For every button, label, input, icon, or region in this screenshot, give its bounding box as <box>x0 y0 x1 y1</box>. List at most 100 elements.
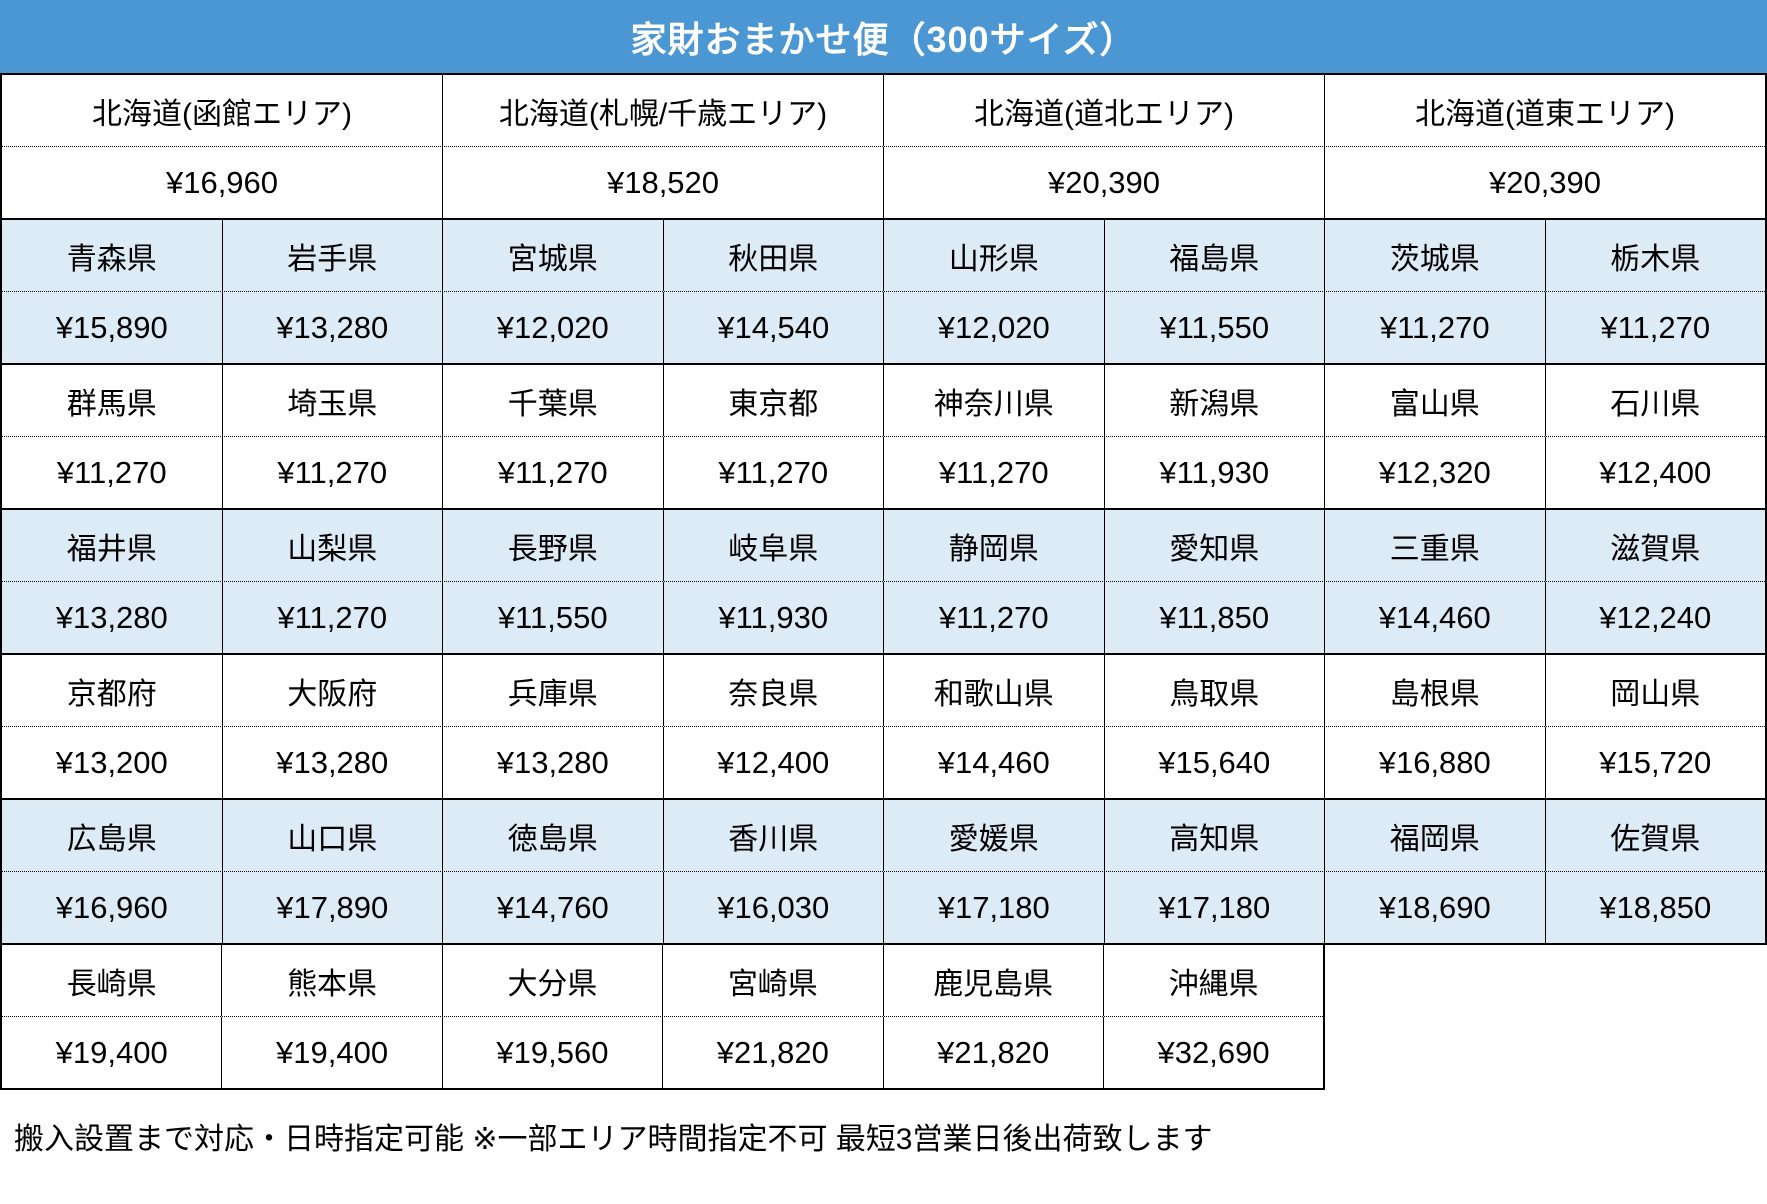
area-name-cell: 北海道(函館エリア) <box>2 75 443 146</box>
names-row: 北海道(函館エリア) 北海道(札幌/千歳エリア) 北海道(道北エリア) 北海道(道東エ… <box>2 75 1765 147</box>
names-row: 京都府 大阪府 兵庫県 奈良県 和歌山県 鳥取県 島根県 岡山県 <box>2 655 1765 727</box>
prefecture-price-cell: ¥14,540 <box>664 292 884 363</box>
prefecture-name-cell: 山口県 <box>223 800 443 871</box>
prefecture-name-cell: 滋賀県 <box>1610 532 1701 566</box>
prefecture-name-cell: 愛媛県 <box>884 800 1105 871</box>
prefecture-price-cell: ¥21,820 <box>884 1017 1104 1088</box>
prefecture-price-cell: ¥11,270 <box>884 582 1105 653</box>
names-row: 長崎県 熊本県 大分県 宮崎県 鹿児島県 沖縄県 <box>2 945 1324 1017</box>
prefecture-name-cell: 長野県 <box>443 510 664 581</box>
prefecture-name-cell: 静岡県 <box>884 510 1105 581</box>
prefecture-name-cell: 東京都 <box>664 365 884 436</box>
prefecture-price-cell: ¥19,560 <box>443 1017 664 1088</box>
prefecture-name-cell: 宮城県 <box>443 220 664 291</box>
prefecture-name-cell: 福岡県 <box>1325 800 1546 871</box>
prefecture-name-cell: 徳島県 <box>443 800 664 871</box>
prefecture-name-cell: 山形県 <box>884 220 1105 291</box>
prefecture-name-cell: 岡山県 <box>1610 677 1701 711</box>
prefecture-price-cell: ¥13,280 <box>443 727 664 798</box>
prefecture-name-cell: 鳥取県 <box>1105 655 1325 726</box>
names-row: 青森県 岩手県 宮城県 秋田県 山形県 福島県 茨城県 栃木県 <box>2 220 1765 292</box>
prefecture-price-cell: ¥11,550 <box>443 582 664 653</box>
table-title: 家財おまかせ便（300サイズ） <box>630 18 1137 60</box>
prefecture-name-cell: 栃木県 <box>1610 242 1701 276</box>
prefecture-name-cell: 香川県 <box>664 800 884 871</box>
prefecture-price-cell: ¥12,020 <box>884 292 1105 363</box>
prefecture-price-cell: ¥13,280 <box>2 582 223 653</box>
prefecture-price-cell: ¥14,760 <box>443 872 664 943</box>
prefecture-name-cell: 高知県 <box>1105 800 1325 871</box>
prefecture-name-cell: 京都府 <box>2 655 223 726</box>
prefecture-price-cell: ¥11,270 <box>1600 309 1711 345</box>
prefecture-price-cell: ¥11,270 <box>223 437 443 508</box>
price-table: 家財おまかせ便（300サイズ） 北海道(函館エリア) 北海道(札幌/千歳エリア) 北… <box>0 0 1767 1156</box>
prefecture-name-cell: 奈良県 <box>664 655 884 726</box>
area-price-cell: ¥18,520 <box>443 147 884 218</box>
table-row-group: 京都府 大阪府 兵庫県 奈良県 和歌山県 鳥取県 島根県 岡山県 ¥13,200 ¥13,280 ¥… <box>0 655 1767 800</box>
prefecture-name-cell: 岐阜県 <box>664 510 884 581</box>
prefecture-name-cell: 青森県 <box>2 220 223 291</box>
prefecture-price-cell: ¥21,820 <box>663 1017 884 1088</box>
prefecture-price-cell: ¥15,720 <box>1599 744 1712 780</box>
prices-row: ¥19,400 ¥19,400 ¥19,560 ¥21,820 ¥21,820 ¥32,6… <box>2 1017 1323 1088</box>
area-name-cell: 北海道(道東エリア) <box>1415 97 1675 131</box>
table-row-group: 群馬県 埼玉県 千葉県 東京都 神奈川県 新潟県 富山県 石川県 ¥11,270 ¥11,270 ¥… <box>0 365 1767 510</box>
table-row-group: 広島県 山口県 徳島県 香川県 愛媛県 高知県 福岡県 佐賀県 ¥16,960 ¥17,890 ¥1… <box>0 800 1767 945</box>
table-row-group: 北海道(函館エリア) 北海道(札幌/千歳エリア) 北海道(道北エリア) 北海道(道東エ… <box>0 73 1767 220</box>
prefecture-name-cell: 福島県 <box>1105 220 1325 291</box>
area-name-cell: 北海道(道北エリア) <box>884 75 1325 146</box>
prefecture-name-cell: 沖縄県 <box>1168 967 1259 1001</box>
prefecture-name-cell: 和歌山県 <box>884 655 1105 726</box>
prefecture-price-cell: ¥16,960 <box>2 872 223 943</box>
names-row: 福井県 山梨県 長野県 岐阜県 静岡県 愛知県 三重県 滋賀県 <box>2 510 1765 582</box>
names-row: 広島県 山口県 徳島県 香川県 愛媛県 高知県 福岡県 佐賀県 <box>2 800 1765 872</box>
prefecture-price-cell: ¥11,270 <box>443 437 664 508</box>
prefecture-name-cell: 福井県 <box>2 510 223 581</box>
prefecture-name-cell: 埼玉県 <box>223 365 443 436</box>
prefecture-price-cell: ¥16,880 <box>1325 727 1546 798</box>
table-row-group: 長崎県 熊本県 大分県 宮崎県 鹿児島県 沖縄県 ¥19,400 ¥19,400 ¥19,560… <box>0 945 1326 1090</box>
prefecture-name-cell: 長崎県 <box>2 945 223 1016</box>
prefecture-price-cell: ¥14,460 <box>884 727 1105 798</box>
prefecture-price-cell: ¥13,280 <box>223 727 443 798</box>
area-price-cell: ¥20,390 <box>1488 164 1602 200</box>
prefecture-name-cell: 熊本県 <box>222 945 443 1016</box>
area-name-cell: 北海道(札幌/千歳エリア) <box>443 75 884 146</box>
prefecture-price-cell: ¥19,400 <box>222 1017 443 1088</box>
prefecture-price-cell: ¥11,270 <box>2 437 223 508</box>
prefecture-name-cell: 新潟県 <box>1105 365 1325 436</box>
prefecture-price-cell: ¥12,400 <box>664 727 884 798</box>
table-row-group: 福井県 山梨県 長野県 岐阜県 静岡県 愛知県 三重県 滋賀県 ¥13,280 ¥11,270 ¥1… <box>0 510 1767 655</box>
prefecture-name-cell: 島根県 <box>1325 655 1546 726</box>
prefecture-price-cell: ¥32,690 <box>1157 1034 1270 1070</box>
names-row: 群馬県 埼玉県 千葉県 東京都 神奈川県 新潟県 富山県 石川県 <box>2 365 1765 437</box>
prefecture-price-cell: ¥11,930 <box>1105 437 1325 508</box>
prefecture-price-cell: ¥11,930 <box>664 582 884 653</box>
prefecture-price-cell: ¥17,890 <box>223 872 443 943</box>
footnote: 搬入設置まで対応・日時指定可能 ※一部エリア時間指定不可 最短3営業日後出荷致し… <box>14 1123 1213 1156</box>
prefecture-name-cell: 広島県 <box>2 800 223 871</box>
prefecture-name-cell: 大分県 <box>443 945 664 1016</box>
prefecture-price-cell: ¥11,270 <box>664 437 884 508</box>
prices-row: ¥11,270 ¥11,270 ¥11,270 ¥11,270 ¥11,270 ¥11,9… <box>2 437 1765 508</box>
prefecture-price-cell: ¥12,320 <box>1325 437 1546 508</box>
prefecture-price-cell: ¥18,690 <box>1325 872 1546 943</box>
prefecture-name-cell: 秋田県 <box>664 220 884 291</box>
prefecture-name-cell: 兵庫県 <box>443 655 664 726</box>
prefecture-price-cell: ¥16,030 <box>664 872 884 943</box>
table-title-bar: 家財おまかせ便（300サイズ） <box>0 0 1767 73</box>
prefecture-name-cell: 神奈川県 <box>884 365 1105 436</box>
prefecture-name-cell: 大阪府 <box>223 655 443 726</box>
prefecture-price-cell: ¥11,270 <box>884 437 1105 508</box>
prefecture-price-cell: ¥13,200 <box>2 727 223 798</box>
prefecture-price-cell: ¥17,180 <box>884 872 1105 943</box>
prefecture-price-cell: ¥18,850 <box>1599 889 1712 925</box>
prefecture-name-cell: 佐賀県 <box>1610 822 1701 856</box>
prefecture-name-cell: 宮崎県 <box>663 945 884 1016</box>
prefecture-name-cell: 石川県 <box>1610 387 1701 421</box>
prices-row: ¥16,960 ¥18,520 ¥20,390 ¥20,390 <box>2 147 1765 218</box>
prefecture-price-cell: ¥12,020 <box>443 292 664 363</box>
prices-row: ¥16,960 ¥17,890 ¥14,760 ¥16,030 ¥17,180 ¥17,1… <box>2 872 1765 943</box>
prefecture-price-cell: ¥15,890 <box>2 292 223 363</box>
prefecture-name-cell: 山梨県 <box>223 510 443 581</box>
